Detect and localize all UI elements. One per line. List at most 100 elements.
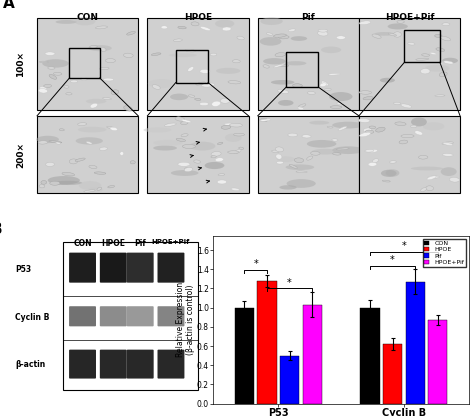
Ellipse shape	[69, 159, 78, 164]
Ellipse shape	[48, 67, 55, 69]
Ellipse shape	[263, 58, 286, 64]
Ellipse shape	[430, 52, 437, 54]
Ellipse shape	[411, 117, 427, 126]
Ellipse shape	[200, 102, 209, 106]
Ellipse shape	[272, 150, 279, 153]
Ellipse shape	[46, 162, 55, 166]
Ellipse shape	[332, 146, 365, 154]
FancyBboxPatch shape	[157, 349, 184, 379]
Ellipse shape	[359, 21, 371, 25]
Ellipse shape	[148, 79, 176, 88]
Ellipse shape	[278, 64, 289, 67]
Ellipse shape	[88, 45, 112, 51]
Text: CON: CON	[73, 239, 92, 248]
Ellipse shape	[202, 83, 214, 87]
Ellipse shape	[260, 17, 283, 25]
Text: HPOE+Pif: HPOE+Pif	[385, 13, 434, 22]
Ellipse shape	[374, 32, 394, 36]
Ellipse shape	[443, 142, 453, 146]
Ellipse shape	[388, 33, 397, 36]
Ellipse shape	[420, 188, 427, 192]
Ellipse shape	[111, 90, 119, 94]
Ellipse shape	[216, 68, 240, 74]
Ellipse shape	[372, 34, 381, 38]
Ellipse shape	[102, 97, 111, 100]
Ellipse shape	[442, 142, 454, 145]
Ellipse shape	[435, 35, 442, 37]
Ellipse shape	[375, 127, 385, 132]
Ellipse shape	[54, 72, 62, 75]
Ellipse shape	[210, 53, 217, 56]
Text: *: *	[287, 277, 292, 287]
Ellipse shape	[79, 181, 101, 190]
Ellipse shape	[318, 31, 328, 36]
Ellipse shape	[388, 23, 408, 30]
Ellipse shape	[205, 162, 224, 169]
Ellipse shape	[435, 95, 445, 97]
Ellipse shape	[273, 64, 284, 67]
Ellipse shape	[397, 20, 404, 23]
Ellipse shape	[48, 176, 80, 185]
FancyBboxPatch shape	[127, 306, 154, 327]
Ellipse shape	[393, 102, 401, 104]
Ellipse shape	[312, 149, 338, 155]
Ellipse shape	[211, 156, 216, 158]
Ellipse shape	[393, 32, 401, 37]
Ellipse shape	[224, 123, 237, 126]
Text: *: *	[253, 259, 258, 269]
Ellipse shape	[38, 89, 47, 93]
Ellipse shape	[212, 101, 220, 106]
Bar	[404, 30, 440, 62]
Ellipse shape	[164, 123, 176, 126]
Ellipse shape	[280, 185, 297, 190]
Ellipse shape	[410, 125, 417, 128]
Ellipse shape	[42, 59, 69, 68]
Ellipse shape	[86, 99, 107, 104]
Ellipse shape	[184, 168, 193, 172]
FancyBboxPatch shape	[157, 306, 184, 327]
Ellipse shape	[188, 95, 195, 97]
Ellipse shape	[100, 67, 109, 70]
Ellipse shape	[232, 60, 240, 63]
Ellipse shape	[332, 139, 338, 141]
FancyBboxPatch shape	[69, 349, 96, 379]
Ellipse shape	[215, 20, 234, 27]
Ellipse shape	[439, 72, 447, 77]
Bar	[147, 116, 248, 193]
Ellipse shape	[151, 53, 161, 56]
Ellipse shape	[309, 121, 329, 125]
Ellipse shape	[45, 52, 55, 55]
Ellipse shape	[170, 94, 188, 100]
Ellipse shape	[237, 36, 244, 40]
Ellipse shape	[332, 122, 364, 129]
Ellipse shape	[110, 127, 118, 131]
Ellipse shape	[285, 61, 307, 65]
Ellipse shape	[234, 133, 245, 136]
Ellipse shape	[336, 148, 349, 150]
Ellipse shape	[39, 185, 45, 188]
Ellipse shape	[71, 80, 78, 83]
Ellipse shape	[181, 134, 188, 137]
Ellipse shape	[78, 127, 107, 132]
Bar	[359, 18, 460, 110]
Bar	[359, 116, 460, 193]
Ellipse shape	[310, 151, 320, 155]
Ellipse shape	[81, 77, 87, 80]
Ellipse shape	[94, 172, 106, 174]
Ellipse shape	[86, 141, 92, 144]
Ellipse shape	[221, 125, 231, 129]
Ellipse shape	[260, 119, 268, 121]
Ellipse shape	[307, 92, 316, 94]
Ellipse shape	[194, 160, 201, 163]
Ellipse shape	[428, 176, 439, 178]
Ellipse shape	[288, 133, 298, 137]
Bar	[280, 356, 299, 404]
Bar	[257, 281, 276, 404]
Bar	[286, 52, 319, 87]
Ellipse shape	[218, 174, 225, 176]
Ellipse shape	[285, 164, 314, 170]
Ellipse shape	[95, 26, 108, 29]
Ellipse shape	[222, 27, 231, 31]
Ellipse shape	[330, 106, 342, 109]
Ellipse shape	[276, 154, 282, 159]
